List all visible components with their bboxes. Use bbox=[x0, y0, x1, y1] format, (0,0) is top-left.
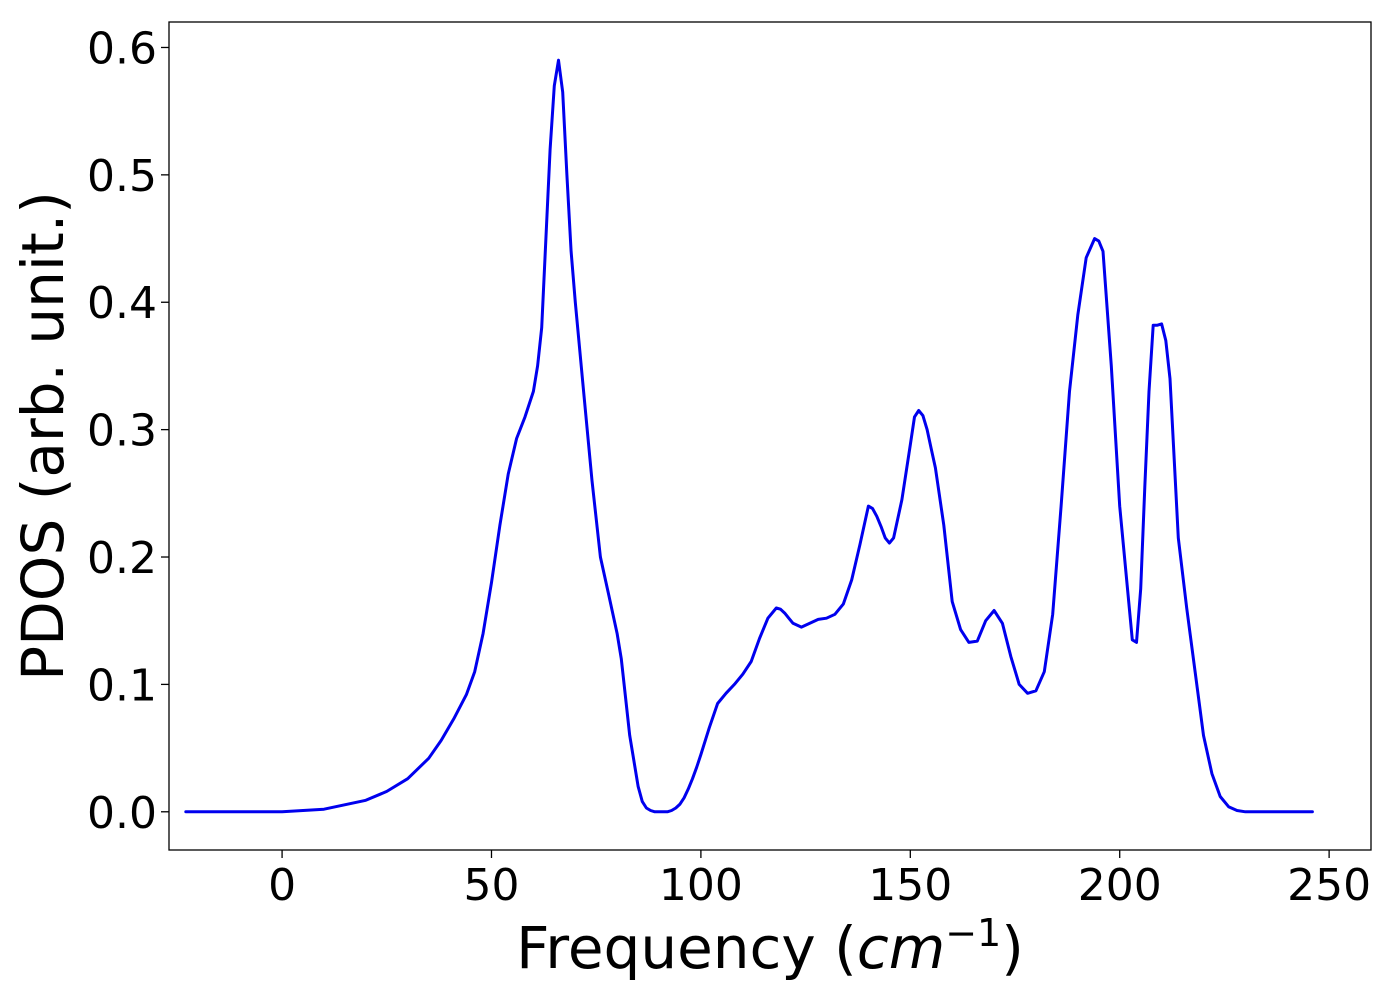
x-tick-label: 50 bbox=[463, 860, 519, 911]
x-axis-ticks: 0 50 100 150 200 250 bbox=[268, 850, 1371, 911]
x-axis-title-exponent: −1 bbox=[945, 911, 1001, 955]
y-tick-label: 0.4 bbox=[87, 278, 157, 329]
y-tick-label: 0.1 bbox=[87, 660, 157, 711]
x-tick-label: 0 bbox=[268, 860, 296, 911]
x-tick-label: 200 bbox=[1078, 860, 1162, 911]
x-axis-title-close: ) bbox=[1001, 914, 1024, 982]
y-tick-label: 0.2 bbox=[87, 533, 157, 584]
x-axis-title: Frequency (cm−1) bbox=[516, 911, 1024, 982]
pdos-series-line bbox=[184, 58, 1314, 814]
x-tick-label: 150 bbox=[868, 860, 952, 911]
y-tick-label: 0.3 bbox=[87, 406, 157, 457]
x-tick-label: 100 bbox=[659, 860, 743, 911]
plot-frame bbox=[168, 21, 1372, 851]
y-tick-label: 0.0 bbox=[87, 788, 157, 839]
x-axis-title-text: Frequency ( bbox=[516, 914, 857, 982]
y-axis-ticks: 0.0 0.1 0.2 0.3 0.4 0.5 0.6 bbox=[87, 23, 169, 839]
y-axis-title: PDOS (arb. unit.) bbox=[9, 191, 77, 681]
y-tick-label: 0.6 bbox=[87, 23, 157, 74]
x-tick-label: 250 bbox=[1287, 860, 1371, 911]
y-tick-label: 0.5 bbox=[87, 151, 157, 202]
plot-area bbox=[184, 58, 1314, 814]
x-axis-title-unit: cm bbox=[857, 914, 945, 982]
